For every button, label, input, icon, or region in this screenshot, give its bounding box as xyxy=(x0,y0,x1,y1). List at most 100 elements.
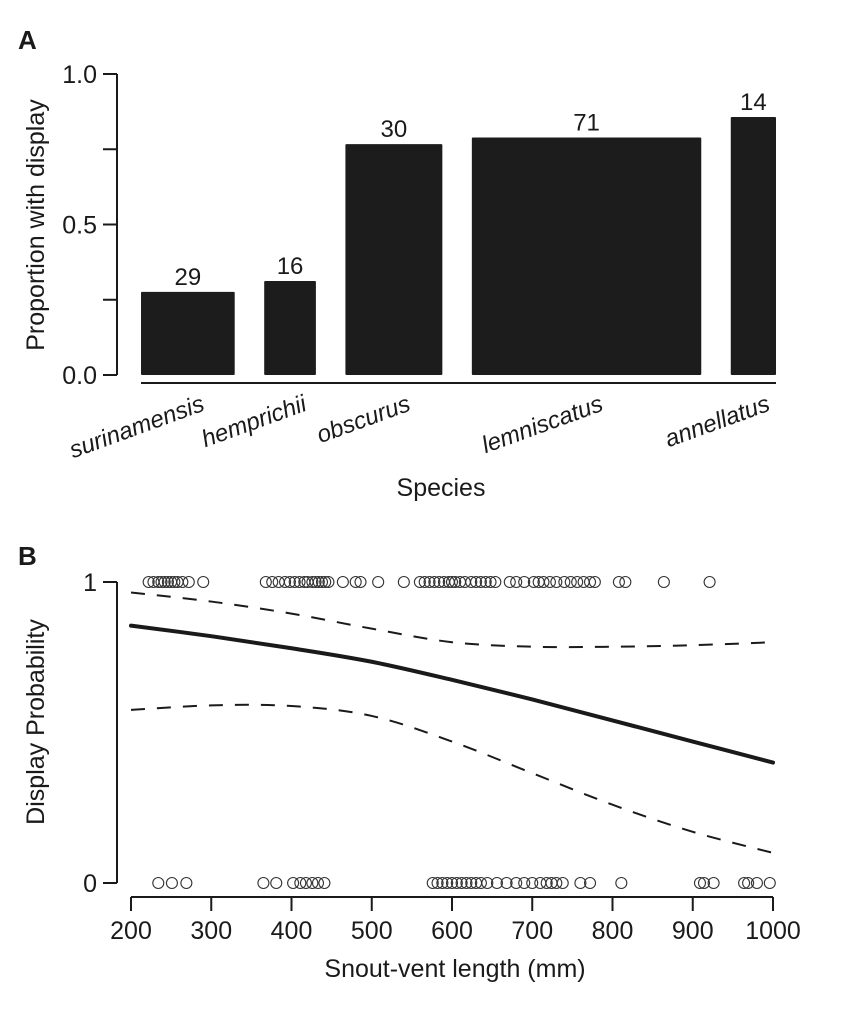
data-point-displayed xyxy=(571,575,584,589)
y-tick-label: 1.0 xyxy=(62,61,97,89)
data-point-not-displayed xyxy=(742,876,755,890)
data-point-not-displayed xyxy=(750,876,764,890)
data-point-not-displayed xyxy=(311,876,325,890)
data-point-displayed xyxy=(152,575,165,589)
data-point-displayed xyxy=(155,575,168,589)
data-point-displayed xyxy=(142,575,155,589)
data-point-not-displayed xyxy=(165,876,178,890)
data-point-displayed xyxy=(518,575,531,589)
data-point-not-displayed xyxy=(445,876,459,890)
bar-lemniscatus xyxy=(471,137,702,375)
data-point-not-displayed xyxy=(436,876,449,890)
data-point-not-displayed xyxy=(550,876,563,890)
data-point-displayed xyxy=(612,575,625,589)
line-fitted xyxy=(129,623,775,765)
data-point-not-displayed xyxy=(481,876,494,890)
category-label: obscurus xyxy=(313,390,414,449)
data-point-not-displayed xyxy=(574,876,587,890)
data-point-not-displayed xyxy=(426,876,439,890)
data-point-not-displayed xyxy=(707,876,720,890)
data-point-displayed xyxy=(182,575,195,589)
data-point-not-displayed xyxy=(450,876,463,890)
x-tick-label: 700 xyxy=(511,917,553,945)
data-point-displayed xyxy=(564,575,577,589)
data-point-displayed xyxy=(283,575,296,589)
data-point-displayed xyxy=(354,575,367,589)
data-point-displayed xyxy=(336,575,349,589)
data-point-not-displayed xyxy=(287,876,300,890)
data-point-not-displayed xyxy=(460,876,473,890)
data-point-displayed xyxy=(197,575,210,589)
x-tick-label: 800 xyxy=(592,917,634,945)
data-point-displayed xyxy=(176,575,189,589)
data-point-displayed xyxy=(503,575,516,589)
data-point-not-displayed xyxy=(556,876,569,890)
data-point-not-displayed xyxy=(540,876,553,890)
panel-b-y-label: Display Probability xyxy=(22,619,50,825)
data-point-displayed xyxy=(484,575,497,589)
x-tick-label: 300 xyxy=(190,917,232,945)
data-point-not-displayed xyxy=(152,876,165,890)
data-point-displayed xyxy=(161,575,174,589)
data-point-displayed xyxy=(306,575,319,589)
data-point-not-displayed xyxy=(299,876,312,890)
y-tick-label: 0.0 xyxy=(62,362,97,390)
data-point-displayed xyxy=(158,575,171,589)
data-point-not-displayed xyxy=(763,876,776,890)
data-point-not-displayed xyxy=(441,876,454,890)
data-point-displayed xyxy=(619,575,632,589)
data-point-displayed xyxy=(527,575,540,589)
line-lower-ci xyxy=(130,703,774,854)
data-point-displayed xyxy=(288,575,301,589)
data-point-displayed xyxy=(453,575,467,589)
panel-b-x-label: Snout-vent length (mm) xyxy=(324,955,585,983)
x-tick-label: 200 xyxy=(110,917,152,945)
x-tick-label: 600 xyxy=(431,917,473,945)
panel-a-bar-chart: 0.0 0.5 1.0 29 16 30 71 14 surinamensishempric… xyxy=(22,61,776,502)
data-point-not-displayed xyxy=(545,876,558,890)
data-point-displayed xyxy=(272,575,285,589)
panel-a-letter: A xyxy=(18,25,37,55)
data-point-not-displayed xyxy=(738,876,751,890)
category-label: lemniscatus xyxy=(478,390,606,459)
data-point-not-displayed xyxy=(431,876,444,890)
bar-obscurus xyxy=(345,144,443,375)
panel-a-y-label: Proportion with display xyxy=(22,99,50,351)
data-point-not-displayed xyxy=(294,876,307,890)
bar-annellatus xyxy=(730,117,776,375)
data-point-not-displayed xyxy=(455,876,468,890)
data-point-not-displayed xyxy=(526,876,539,890)
data-point-displayed xyxy=(349,575,362,589)
data-point-displayed xyxy=(510,575,523,589)
data-point-not-displayed xyxy=(534,876,547,890)
category-label: surinamensis xyxy=(66,390,208,464)
data-point-not-displayed xyxy=(693,876,707,890)
panel-b-scatter-plot: 0 1 200 300 400 500 600 700 800 900 1000 Snout-ven… xyxy=(22,569,801,983)
data-point-displayed xyxy=(577,575,590,589)
panel-b-points xyxy=(142,575,776,890)
data-point-not-displayed xyxy=(583,876,597,890)
category-label: hemprichii xyxy=(198,390,311,453)
data-point-displayed xyxy=(474,575,487,589)
data-point-displayed xyxy=(479,575,492,589)
data-point-displayed xyxy=(445,575,459,589)
data-point-displayed xyxy=(465,575,478,589)
data-point-displayed xyxy=(293,575,306,589)
data-point-displayed xyxy=(532,575,545,589)
data-point-displayed xyxy=(703,575,716,589)
data-point-not-displayed xyxy=(510,876,523,890)
bar-count-label: 16 xyxy=(277,253,304,280)
data-point-displayed xyxy=(266,575,279,589)
data-point-not-displayed xyxy=(697,876,711,890)
data-point-not-displayed xyxy=(257,876,270,890)
data-point-displayed xyxy=(583,575,597,589)
data-point-displayed xyxy=(470,575,483,589)
data-point-displayed xyxy=(372,575,385,589)
data-point-displayed xyxy=(259,575,272,589)
data-point-displayed xyxy=(588,575,601,589)
panel-a-y-axis: 0.0 0.5 1.0 xyxy=(62,61,118,390)
bar-count-label: 30 xyxy=(381,116,408,143)
y-tick-label: 0 xyxy=(83,870,97,898)
